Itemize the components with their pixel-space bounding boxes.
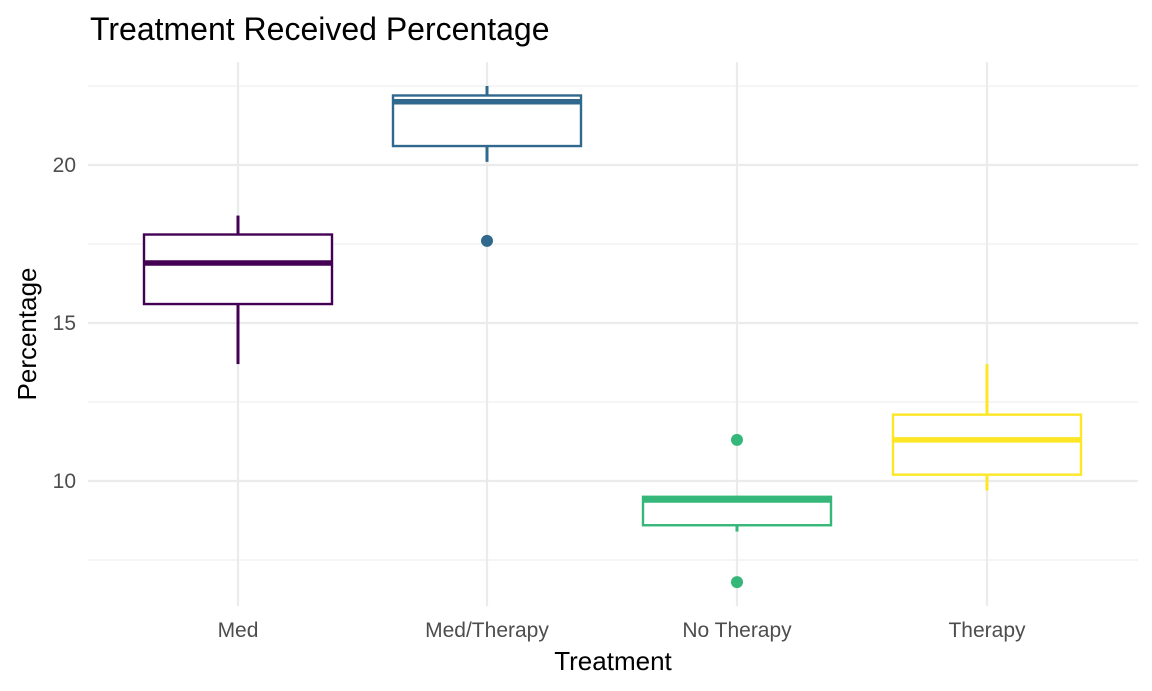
- y-axis-ticks: 10 15 20: [53, 154, 76, 493]
- x-tick-label: Med: [218, 619, 259, 642]
- boxplot-series: [142, 86, 1083, 589]
- x-tick-label: Med/Therapy: [425, 619, 549, 642]
- box-med-therapy: [391, 86, 583, 247]
- x-axis-title: Treatment: [554, 646, 672, 676]
- x-tick-label: No Therapy: [682, 619, 792, 642]
- box-med: [142, 215, 334, 365]
- chart-title: Treatment Received Percentage: [90, 11, 550, 47]
- y-tick-label: 15: [53, 312, 76, 335]
- y-tick-label: 20: [53, 154, 76, 177]
- grid: [88, 62, 1138, 606]
- y-tick-label: 10: [53, 470, 76, 493]
- box-body: [891, 413, 1083, 476]
- x-tick-label: Therapy: [948, 619, 1026, 642]
- y-axis-title: Percentage: [12, 268, 42, 401]
- outlier-point: [481, 234, 493, 247]
- outlier-point: [731, 433, 743, 446]
- box-body: [142, 233, 334, 306]
- box-therapy: [891, 364, 1083, 491]
- box-no-therapy: [641, 433, 833, 589]
- outlier-point: [731, 576, 743, 589]
- x-axis-ticks: Med Med/Therapy No Therapy Therapy: [218, 619, 1026, 642]
